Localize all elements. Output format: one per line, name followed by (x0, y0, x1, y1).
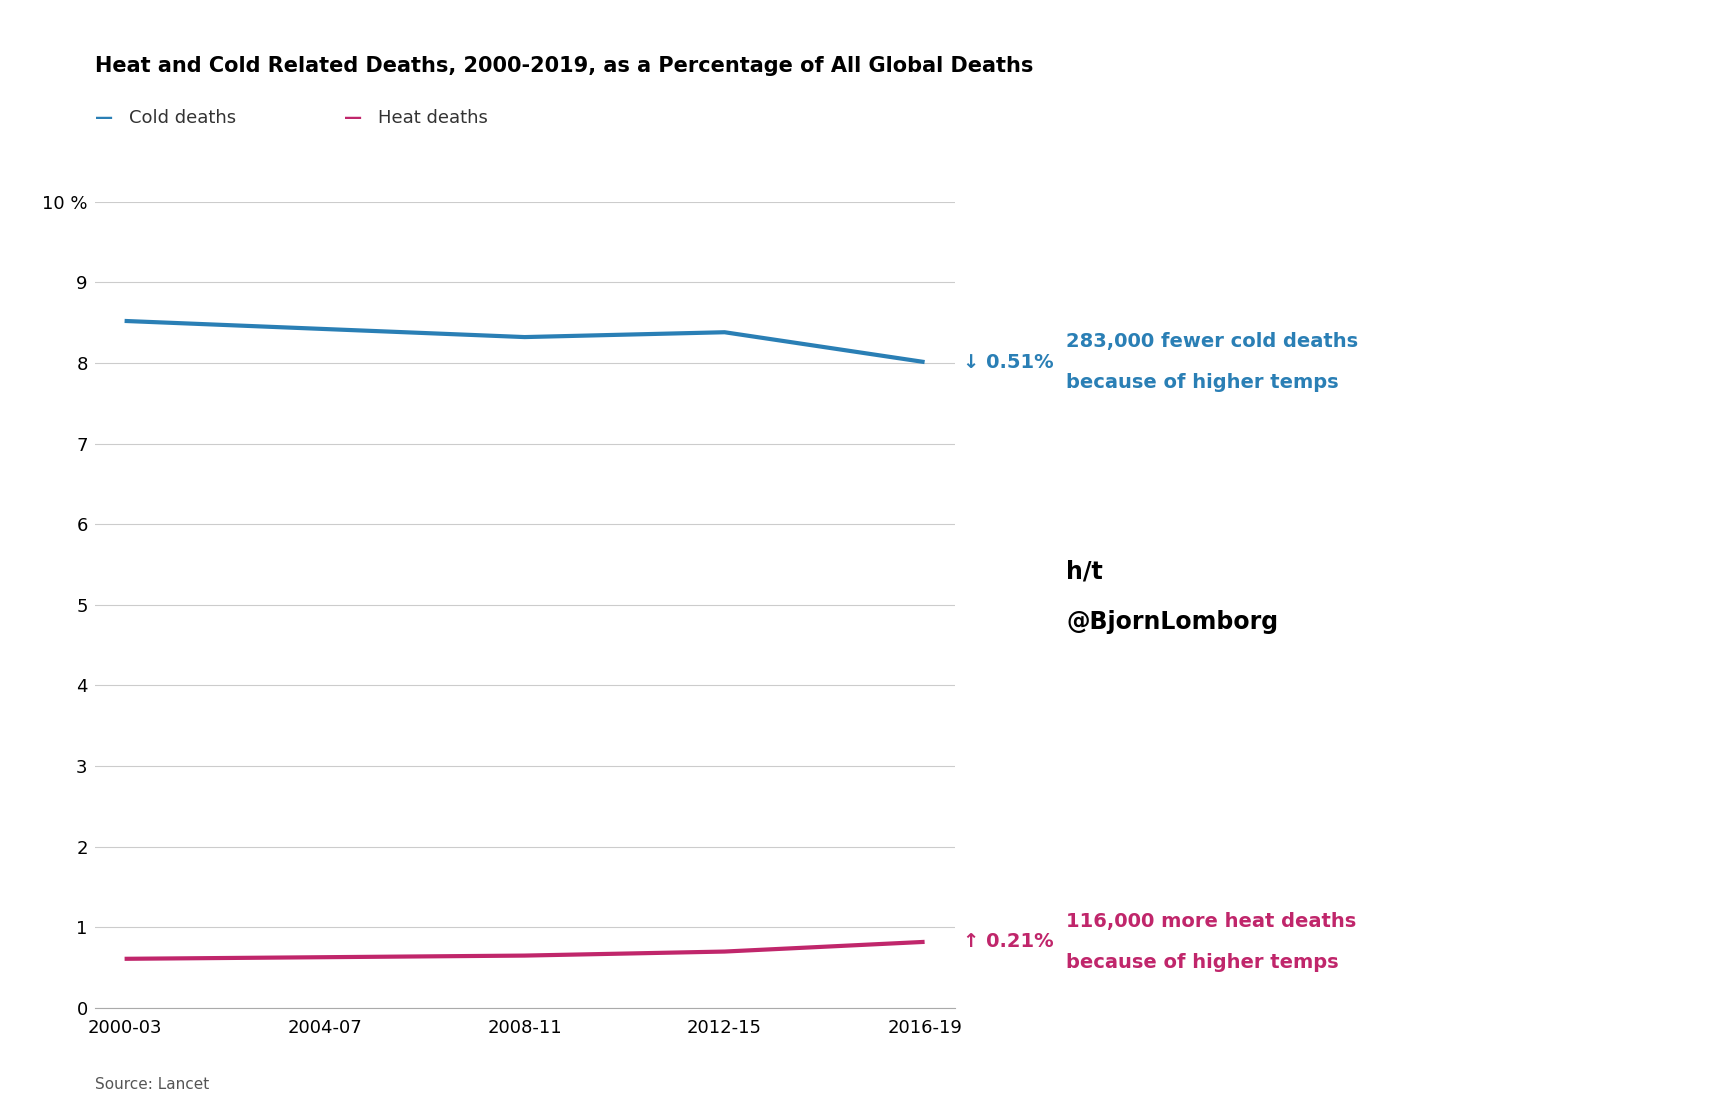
Text: because of higher temps: because of higher temps (1066, 373, 1340, 392)
Text: ↓ 0.51%: ↓ 0.51% (963, 353, 1054, 372)
Text: because of higher temps: because of higher temps (1066, 952, 1340, 971)
Text: @BjornLomborg: @BjornLomborg (1066, 609, 1278, 634)
Text: ↑ 0.21%: ↑ 0.21% (963, 932, 1054, 951)
Text: 283,000 fewer cold deaths: 283,000 fewer cold deaths (1066, 333, 1359, 352)
Text: Heat deaths: Heat deaths (378, 109, 488, 127)
Text: Cold deaths: Cold deaths (129, 109, 236, 127)
Text: —: — (344, 109, 363, 127)
Text: h/t: h/t (1066, 559, 1103, 584)
Text: —: — (95, 109, 114, 127)
Text: Source: Lancet: Source: Lancet (95, 1077, 208, 1092)
Text: 116,000 more heat deaths: 116,000 more heat deaths (1066, 912, 1357, 931)
Text: Heat and Cold Related Deaths, 2000-2019, as a Percentage of All Global Deaths: Heat and Cold Related Deaths, 2000-2019,… (95, 56, 1034, 76)
